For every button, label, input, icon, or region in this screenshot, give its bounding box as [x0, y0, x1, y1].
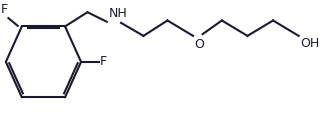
Text: NH: NH — [108, 7, 127, 20]
Text: O: O — [195, 38, 204, 51]
Text: F: F — [99, 55, 107, 68]
Text: OH: OH — [300, 37, 319, 50]
Text: F: F — [1, 3, 8, 16]
